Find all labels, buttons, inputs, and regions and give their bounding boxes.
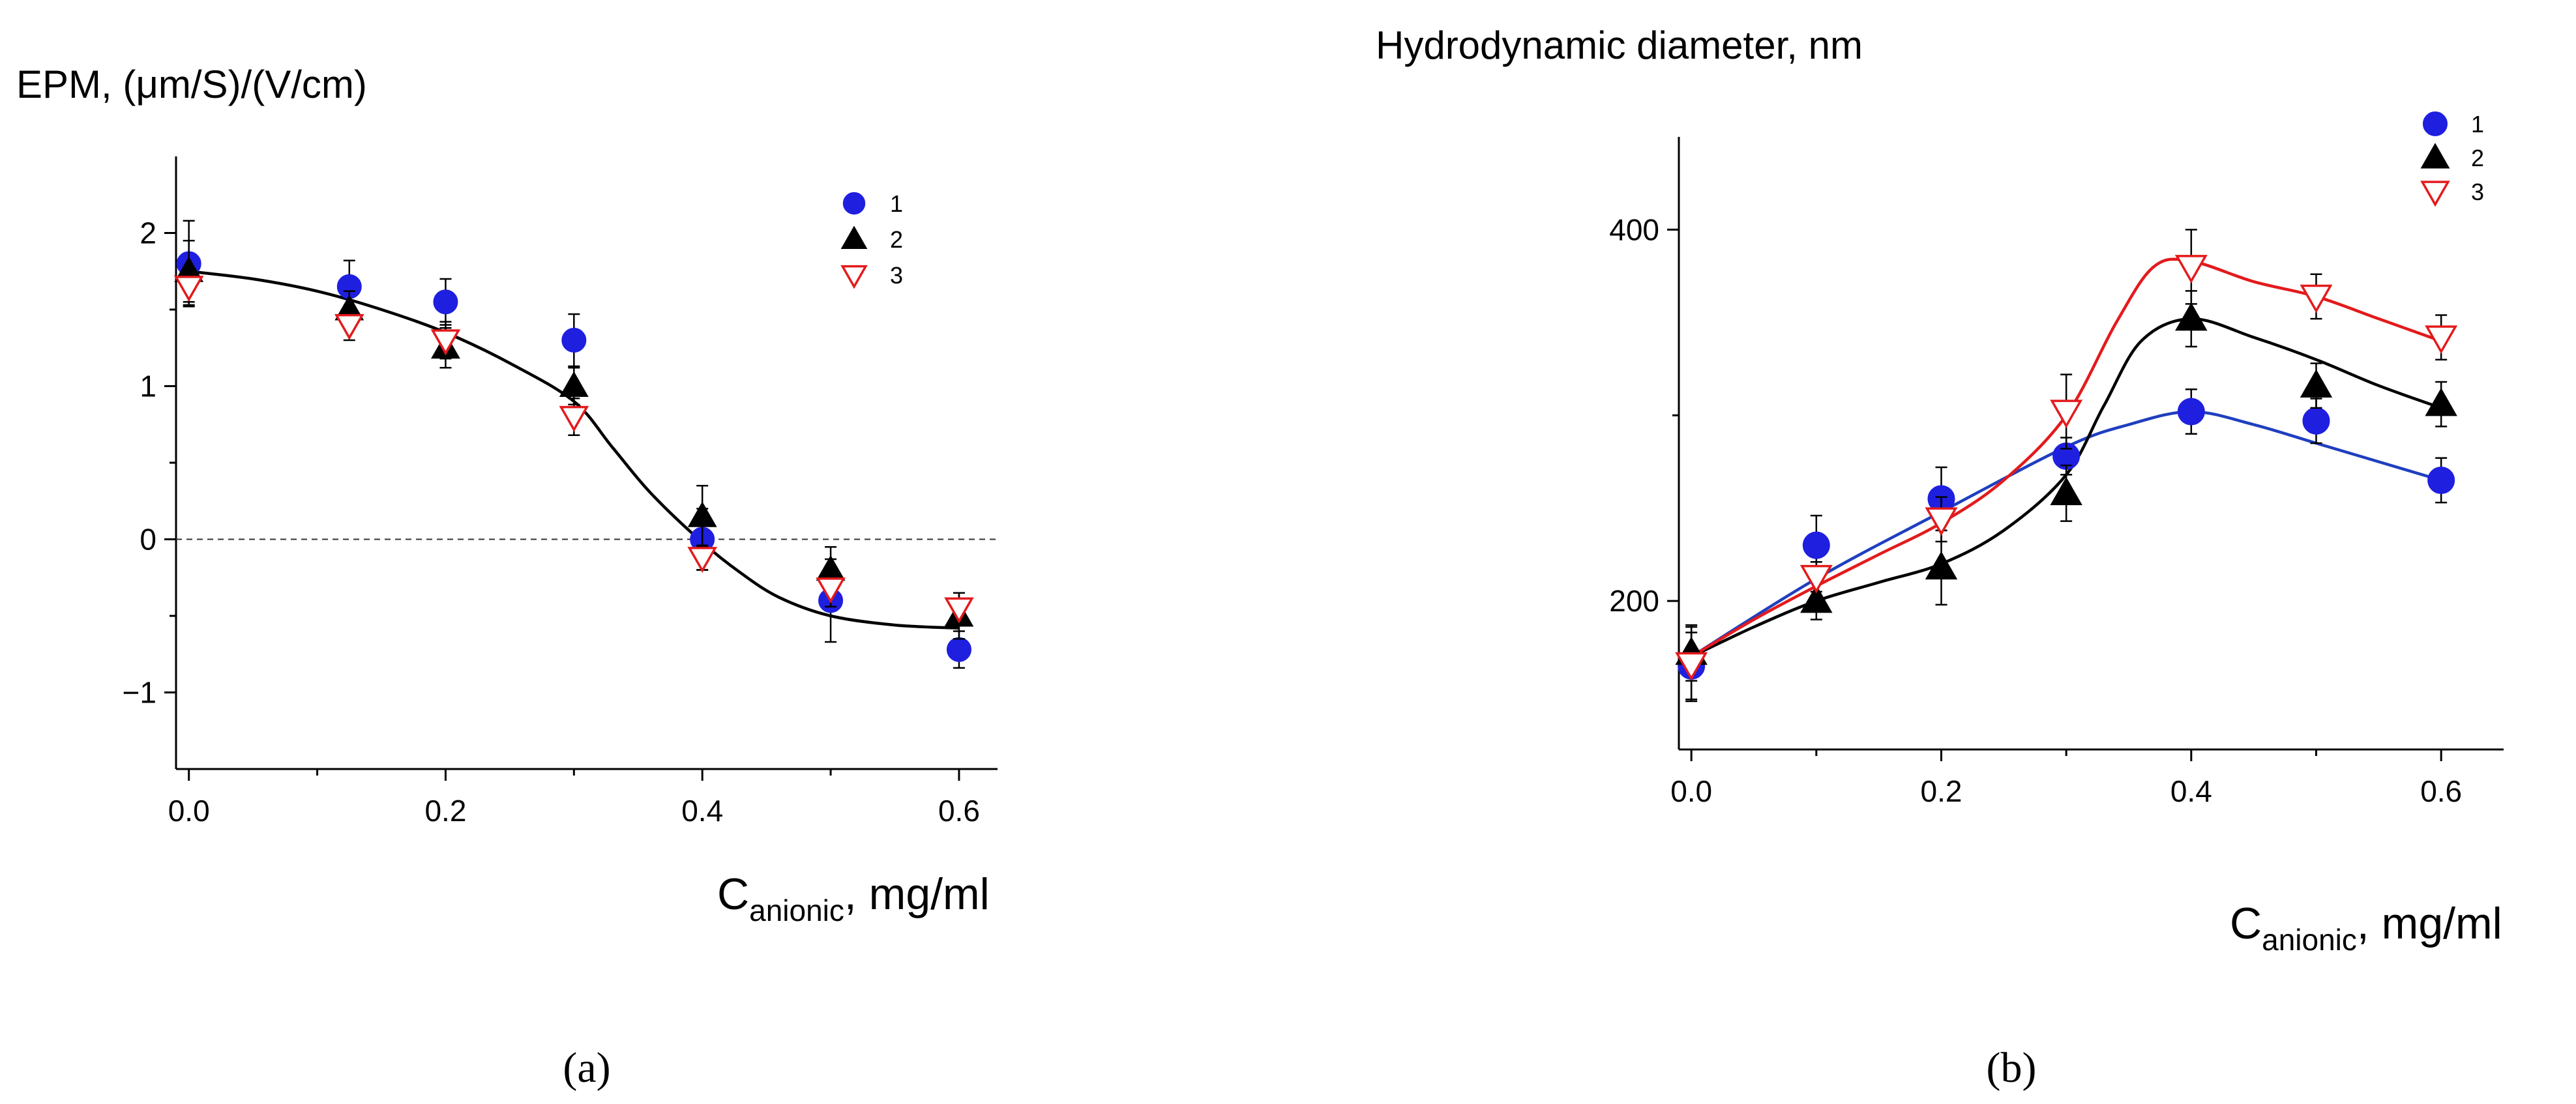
- legend-marker: [840, 265, 868, 289]
- data-point: [559, 371, 589, 398]
- data-point: [1800, 585, 1833, 613]
- fit-curve: [1690, 410, 2442, 658]
- legend-label: 1: [2471, 111, 2484, 138]
- y-tick-label: 400: [1609, 212, 1659, 246]
- legend-label: 3: [2471, 179, 2484, 205]
- x-axis-title: Canionic, mg/ml: [2230, 899, 2502, 957]
- y-tick-label: 1: [140, 370, 156, 403]
- legend-label: 2: [890, 226, 903, 253]
- data-point: [561, 328, 587, 353]
- x-tick-label: 0.4: [681, 794, 723, 828]
- fit-curve: [188, 270, 960, 630]
- data-point: [944, 597, 974, 624]
- y-axis-title: Hydrodynamic diameter, nm: [1376, 23, 1863, 67]
- series-3: [173, 267, 974, 624]
- y-axis-title: EPM, (μm/S)/(V/cm): [16, 63, 367, 106]
- legend-label: 1: [890, 190, 903, 217]
- y-tick-label: 200: [1609, 584, 1659, 618]
- x-axis-title-main: C: [2230, 899, 2262, 948]
- legend: 1 2 3: [840, 190, 903, 289]
- x-tick-label: 0.2: [424, 794, 466, 828]
- series-2: [174, 240, 974, 640]
- x-axis-title-subscript: anionic: [749, 893, 844, 927]
- data-point: [687, 501, 717, 527]
- x-axis-title-subscript: anionic: [2262, 923, 2357, 957]
- panel-label: (a): [563, 1044, 610, 1092]
- data-point: [2300, 284, 2333, 313]
- data-point: [2300, 369, 2333, 398]
- data-point: [2302, 407, 2330, 435]
- x-tick-label: 0.2: [1921, 774, 1962, 808]
- legend-marker: [2420, 181, 2450, 207]
- data-point: [2174, 255, 2208, 283]
- data-point: [1799, 564, 1833, 594]
- data-point: [816, 577, 846, 604]
- legend-marker: [840, 225, 868, 249]
- panel-label: (b): [1987, 1044, 2037, 1092]
- x-axis-title-units: , mg/ml: [2357, 899, 2502, 948]
- x-tick-label: 0.4: [2170, 774, 2212, 808]
- data-point: [2425, 325, 2458, 355]
- data-point: [2050, 399, 2083, 429]
- data-point: [2175, 302, 2208, 331]
- legend-label: 3: [890, 262, 903, 289]
- data-point: [1925, 507, 1958, 536]
- legend-marker: [2423, 111, 2448, 136]
- data-point: [1925, 551, 1958, 580]
- y-tick-label: 2: [140, 216, 156, 250]
- legend-marker: [842, 192, 866, 215]
- data-point: [2050, 476, 2082, 506]
- data-point: [1675, 652, 1708, 681]
- legend-label: 2: [2471, 145, 2484, 171]
- data-point: [433, 289, 458, 315]
- y-tick-label: 0: [140, 523, 156, 557]
- data-point: [334, 313, 364, 340]
- x-axis-title: Canionic, mg/ml: [717, 869, 990, 927]
- series-2: [1675, 290, 2457, 682]
- x-tick-label: 0.0: [168, 794, 210, 828]
- legend: 1 2 3: [2420, 111, 2484, 207]
- y-tick-label: −1: [123, 676, 156, 710]
- x-tick-label: 0.6: [938, 794, 980, 828]
- data-point: [946, 637, 971, 662]
- x-axis-title-units: , mg/ml: [844, 869, 990, 919]
- x-tick-label: 0.0: [1670, 774, 1712, 808]
- data-point: [2427, 466, 2455, 494]
- data-point: [559, 405, 589, 432]
- data-point: [173, 276, 204, 302]
- data-point: [430, 329, 461, 356]
- data-point: [2425, 388, 2457, 416]
- x-axis-title-main: C: [717, 869, 749, 919]
- series-3: [1675, 229, 2458, 703]
- data-point: [2177, 398, 2205, 426]
- chart-panel-a: 0.0 0.2 0.4 0.6 −1 0 1 2 1 2 3 EPM, (μm/S)/(V/cm) Ca…: [16, 63, 998, 1092]
- legend-marker: [2420, 143, 2450, 169]
- chart-panel-b: 0.0 0.2 0.4 0.6 200 400 1 2 3 Hydrodynamic diamet…: [1376, 23, 2504, 1092]
- data-point: [1802, 531, 1830, 559]
- data-point: [687, 547, 718, 574]
- x-tick-label: 0.6: [2420, 774, 2462, 808]
